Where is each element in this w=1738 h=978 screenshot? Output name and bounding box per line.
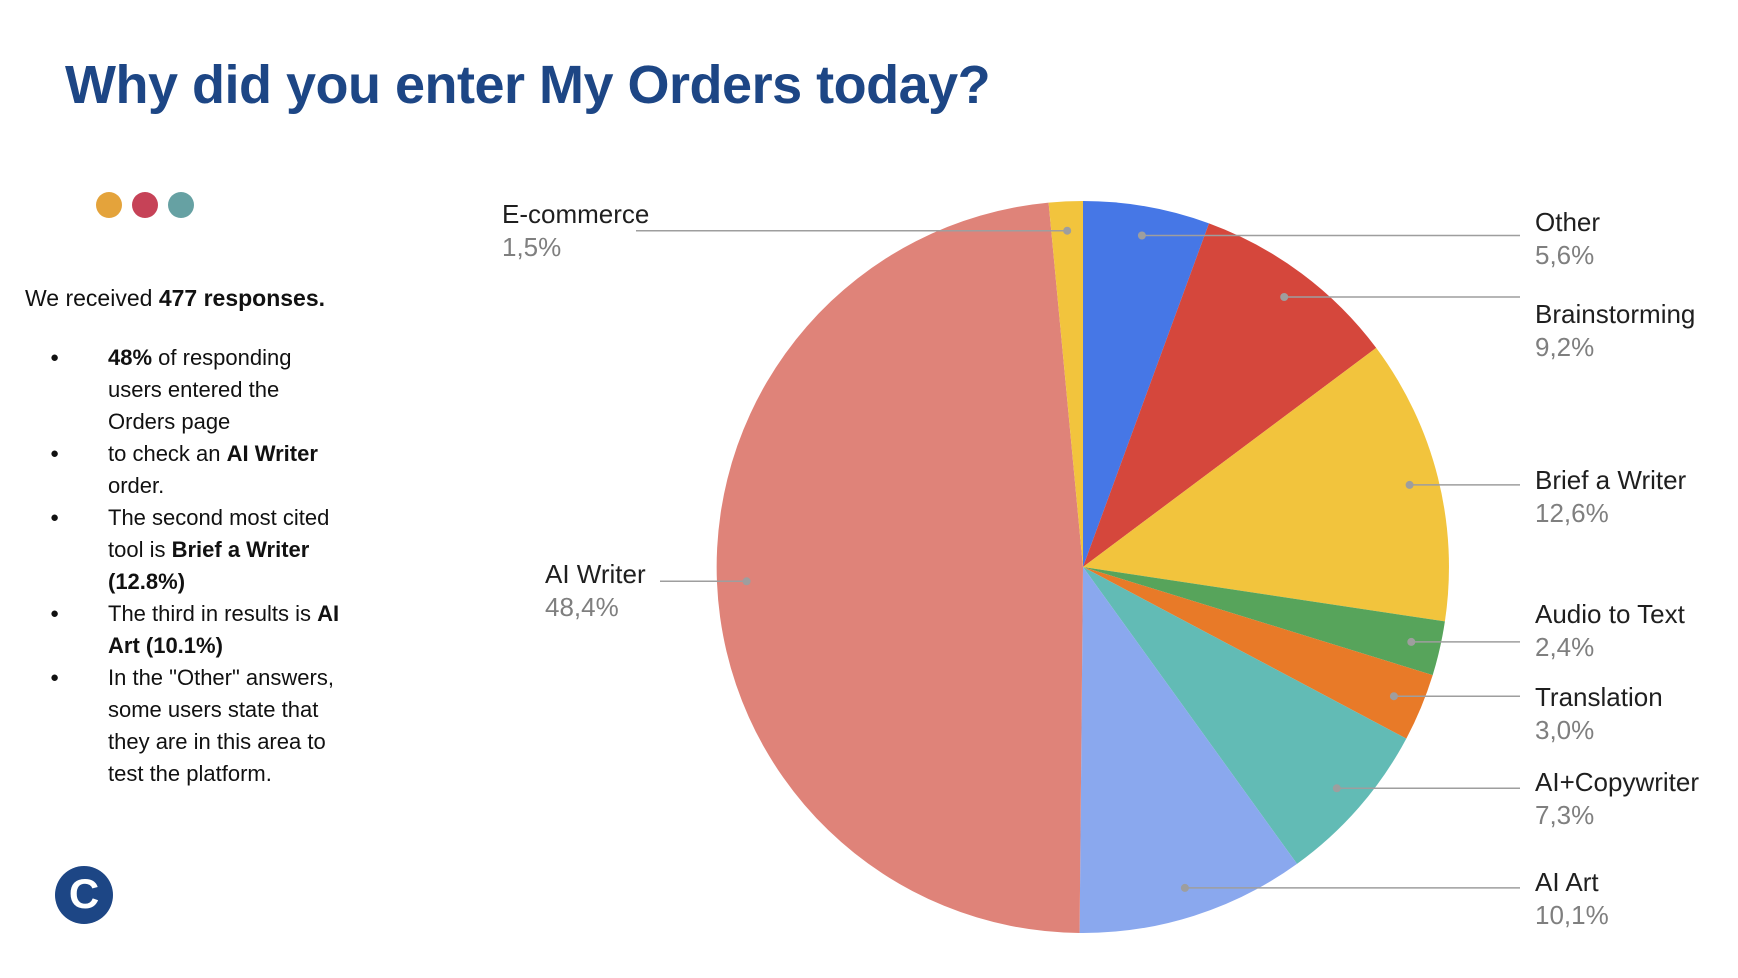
pie-label-name: Translation [1535,682,1663,712]
bullet-text: The third in results is AI Art (10.1%) [108,601,340,658]
leader-dot [1280,293,1289,301]
pie-slice-ai-art [1079,567,1297,934]
pie-slice-translation [1083,567,1433,739]
pie-label-brainstorming: Brainstorming 9,2% [1535,298,1695,364]
company-logo: C [55,866,113,924]
pie-label-ai-art: AI Art 10,1% [1535,866,1609,932]
pie-label-name: Other [1535,207,1601,237]
intro-text: We received 477 responses. [25,285,326,311]
bullet-text: The second most cited tool is Brief a Wr… [108,505,330,594]
pie-label-name: AI Writer [545,559,646,589]
pie-slice-ai-writer [716,202,1083,934]
bullet-marker: ● [50,669,60,686]
bullet-item-2: ● to check an AI Writer order. [40,438,360,502]
page-title: Why did you enter My Orders today? [65,55,991,115]
pie-label-percent: 5,6% [1535,240,1595,270]
pie-label-percent: 48,4% [545,592,619,622]
bullet-marker: ● [50,445,60,462]
pie-label-percent: 1,5% [502,232,562,262]
bullet-item-4: ● The third in results is AI Art (10.1%) [40,598,360,662]
pie-label-audio-to-text: Audio to Text 2,4% [1535,598,1685,664]
pie-label-name: AI+Copywriter [1535,767,1699,797]
pie-label-percent: 10,1% [1535,900,1609,930]
pie-label-name: AI Art [1535,867,1599,897]
pie-label-percent: 2,4% [1535,632,1595,662]
pie-slice-e-commerce [1048,200,1083,567]
accent-dot-3 [168,192,194,218]
pie-slice-brainstorming [1083,223,1377,567]
pie-label-name: Audio to Text [1535,599,1685,629]
pie-slice-ai-copywriter [1083,567,1407,864]
pie-label-other: Other 5,6% [1535,206,1600,272]
bullet-item-5: ● In the "Other" answers, some users stat… [40,662,360,790]
bullet-text: In the "Other" answers, some users state… [108,665,334,786]
pie-slice-brief-a-writer [1083,347,1449,622]
bullet-item-3: ● The second most cited tool is Brief a W… [40,502,360,598]
pie-slice-other [1083,201,1209,567]
pie-label-percent: 3,0% [1535,715,1595,745]
pie-label-ai-writer: AI Writer 48,4% [545,558,646,624]
bullet-marker: ● [50,349,60,366]
bullet-text: to check an AI Writer order. [108,441,318,498]
bullet-marker: ● [50,605,60,622]
leader-dot [1332,784,1341,793]
logo-letter: C [68,870,100,917]
bullet-text: 48% of responding users entered the Orde… [108,345,292,434]
accent-dots [96,192,194,218]
leader-dot [1389,692,1398,701]
accent-dot-2 [132,192,158,218]
accent-dot-1 [96,192,122,218]
pie-label-percent: 7,3% [1535,800,1595,830]
leader-dot [1407,637,1416,646]
pie-label-name: E-commerce [502,199,650,229]
leader-dot [1063,226,1072,235]
bullet-marker: ● [50,509,60,526]
pie-label-translation: Translation 3,0% [1535,681,1663,747]
leader-dot [1137,231,1146,240]
pie-label-ai-copywriter: AI+Copywriter 7,3% [1535,766,1699,832]
pie-label-name: Brief a Writer [1535,465,1687,495]
pie-label-percent: 9,2% [1535,332,1595,362]
leader-dot [1180,883,1189,892]
bullet-list: ● 48% of responding users entered the Ord… [40,342,360,790]
pie-label-e-commerce: E-commerce 1,5% [502,198,649,264]
bullet-item-1: ● 48% of responding users entered the Ord… [40,342,360,438]
pie-label-brief-a-writer: Brief a Writer 12,6% [1535,464,1686,530]
leader-dot [1405,480,1414,489]
pie-label-percent: 12,6% [1535,498,1609,528]
pie-label-name: Brainstorming [1535,299,1696,329]
pie-slice-audio-to-text [1083,567,1445,676]
leader-dot [742,577,751,586]
